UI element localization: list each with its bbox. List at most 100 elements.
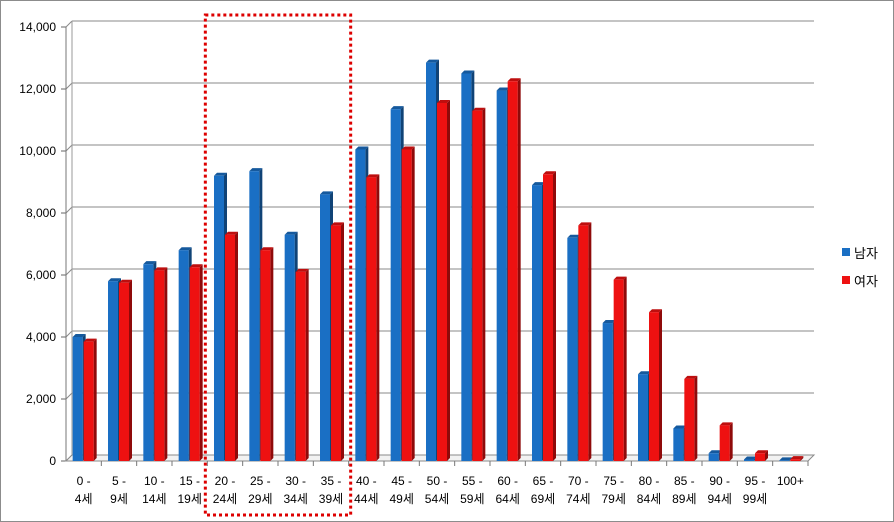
- bar-front: [154, 270, 165, 461]
- x-tick-label: 20 -: [215, 474, 236, 488]
- bar-top: [673, 425, 687, 429]
- x-tick-label: 35 -: [321, 474, 342, 488]
- bar-female: [437, 99, 450, 461]
- bar-side: [765, 450, 768, 461]
- bar-top: [779, 457, 793, 461]
- y-tick-label: 0: [49, 454, 56, 468]
- x-tick-label: 85 -: [674, 474, 695, 488]
- x-tick-label: 74세: [566, 492, 590, 506]
- bar-female: [83, 338, 97, 461]
- bar-front: [578, 225, 589, 461]
- x-tick-label: 34세: [283, 492, 307, 506]
- bar-side: [199, 264, 203, 461]
- bar-front: [567, 237, 578, 461]
- bar-top: [72, 334, 86, 337]
- bar-top: [249, 168, 263, 172]
- x-tick-label: 90 -: [709, 474, 730, 488]
- bar-top: [214, 172, 227, 176]
- x-tick-label: 60 -: [497, 474, 518, 488]
- x-tick-label: 75 -: [603, 474, 624, 488]
- gridline-side: [65, 392, 73, 400]
- x-tick-label: 10 -: [144, 474, 165, 488]
- bar-front: [602, 323, 613, 461]
- bar-front: [744, 459, 754, 461]
- bar-female: [613, 276, 627, 461]
- gridline-side: [65, 82, 73, 90]
- legend-swatch-male: [842, 248, 850, 256]
- bar-top: [143, 261, 157, 265]
- bar-top: [260, 247, 274, 251]
- bar-top: [567, 234, 581, 238]
- bar-top: [532, 182, 545, 186]
- bar-top: [426, 59, 439, 63]
- bar-front: [684, 378, 695, 461]
- bar-front: [366, 177, 377, 461]
- bar-top: [461, 70, 475, 74]
- bar-female: [578, 222, 592, 461]
- bar-top: [649, 309, 662, 313]
- bar-side: [270, 247, 274, 461]
- x-tick-label: 5 -: [112, 474, 126, 488]
- bar-front: [72, 337, 83, 461]
- bar-top: [284, 231, 298, 235]
- x-tick-label: 84세: [637, 492, 661, 506]
- bar-top: [472, 107, 486, 111]
- bar-female: [472, 107, 486, 461]
- x-tick-label: 100+: [777, 474, 804, 488]
- bar-front: [143, 264, 154, 461]
- bar-front: [790, 459, 801, 461]
- bar-front: [779, 460, 790, 461]
- x-tick-label: 94세: [707, 492, 731, 506]
- bar-top: [331, 222, 344, 226]
- bar-side: [376, 174, 380, 461]
- bar-front: [673, 428, 684, 461]
- bar-side: [129, 279, 132, 461]
- bar-side: [482, 107, 486, 461]
- gridline-side: [65, 206, 73, 214]
- bar-top: [719, 422, 733, 426]
- bar-top: [602, 320, 616, 324]
- bar-front: [390, 109, 401, 462]
- x-tick-label: 55 -: [462, 474, 483, 488]
- bar-top: [744, 456, 757, 460]
- x-tick-label: 19세: [177, 492, 201, 506]
- bar-front: [214, 175, 224, 462]
- bar-front: [295, 271, 306, 461]
- bar-top: [507, 78, 521, 82]
- bar-top: [578, 222, 592, 226]
- bar-side: [411, 146, 415, 461]
- bar-front: [638, 374, 648, 461]
- bar-top: [225, 231, 238, 235]
- bar-front: [225, 234, 235, 461]
- bar-top: [684, 375, 698, 379]
- y-tick-label: 2,000: [26, 392, 56, 406]
- bar-front: [532, 185, 542, 461]
- bar-top: [755, 450, 768, 454]
- gridline-side: [65, 330, 73, 338]
- legend-item-female: 여자: [842, 266, 878, 294]
- bar-top: [390, 106, 404, 110]
- x-tick-label: 45 -: [391, 474, 412, 488]
- bar-front: [507, 81, 518, 461]
- highlight-box: [203, 13, 353, 517]
- bars: [72, 59, 809, 466]
- bar-top: [708, 450, 722, 454]
- x-tick-label: 65 -: [533, 474, 554, 488]
- x-tick-label: 0 -: [77, 474, 91, 488]
- bar-front: [178, 250, 189, 461]
- x-tick-label: 14세: [142, 492, 166, 506]
- x-tick-label: 50 -: [427, 474, 448, 488]
- x-tick-label: 95 -: [745, 474, 766, 488]
- x-tick-label: 64세: [495, 492, 519, 506]
- x-tick-label: 39세: [319, 492, 343, 506]
- legend-label-female: 여자: [854, 273, 878, 289]
- bar-front: [320, 194, 330, 461]
- y-tick-label: 6,000: [26, 268, 56, 282]
- bar-front: [708, 453, 719, 461]
- bar-top: [83, 338, 97, 342]
- bar-front: [189, 267, 200, 461]
- bar-side: [517, 78, 521, 461]
- bar-front: [649, 312, 659, 461]
- y-tick-label: 10,000: [19, 144, 56, 158]
